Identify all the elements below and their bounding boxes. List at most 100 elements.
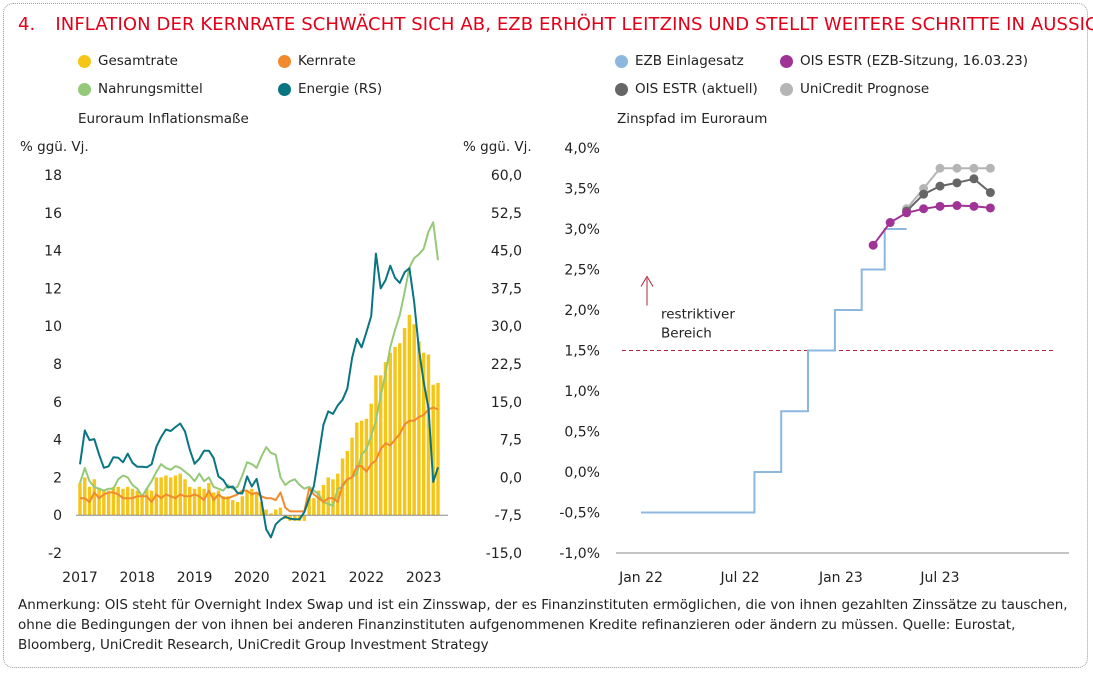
right-chart-x-tick-label: Jan 22 (618, 570, 663, 586)
legend-marker-icon (780, 54, 793, 68)
bar-gesamtrate (173, 475, 178, 516)
left-y-tick-label: 8 (53, 357, 62, 373)
line-energie (79, 252, 439, 539)
point-ois-ezb-sitzung (919, 204, 929, 214)
right-chart-y-tick-label: -0,5% (559, 506, 600, 522)
left-y-tick-label: 0 (53, 508, 62, 524)
point-ois-ezb-sitzung (969, 201, 979, 211)
bar-gesamtrate (126, 486, 130, 516)
bar-gesamtrate (407, 314, 412, 516)
bar-gesamtrate (393, 346, 397, 516)
bar-gesamtrate (106, 490, 111, 516)
threshold-label-line1: restriktiver (661, 307, 735, 323)
left-y-tick-label: -2 (48, 546, 62, 562)
bar-gesamtrate (250, 488, 254, 516)
arrow-head-icon (640, 275, 654, 287)
bar-gesamtrate (135, 490, 139, 516)
left-y-tick-label: 6 (53, 395, 62, 411)
left-x-tick-label: 2023 (406, 570, 442, 586)
right-y-tick-label: 0,0 (500, 470, 522, 486)
left-axis-title: % ggü. Vj. (20, 139, 89, 155)
left-x-tick-label: 2022 (349, 570, 385, 586)
point-ois-aktuell (919, 189, 929, 199)
bar-gesamtrate (235, 501, 240, 516)
bar-gesamtrate (231, 500, 235, 516)
line-kernrate (80, 406, 439, 513)
left-x-tick-label: 2020 (234, 570, 270, 586)
right-chart-y-tick-label: 1,5% (564, 344, 600, 360)
right-chart-y-tick-label: 2,5% (564, 263, 600, 279)
point-unicredit (985, 163, 995, 173)
bar-gesamtrate (240, 496, 245, 516)
bar-gesamtrate (202, 488, 206, 516)
bar-gesamtrate (355, 422, 359, 516)
left-y-tick-label: 4 (53, 433, 62, 449)
bar-gesamtrate (121, 488, 125, 516)
right-chart-y-tick-label: 0,5% (564, 425, 600, 441)
legend-ois-ezb-sitzung: OIS ESTR (EZB-Sitzung, 16.03.23) (780, 53, 1028, 69)
legend-nahrungsmittel: Nahrungsmittel (78, 81, 203, 97)
bar-gesamtrate (307, 498, 311, 516)
bar-gesamtrate (273, 509, 278, 516)
bar-gesamtrate (259, 501, 264, 516)
bar-gesamtrate (321, 484, 326, 516)
left-chart-subtitle: Euroraum Inflationsmaße (78, 111, 249, 127)
bar-gesamtrate (336, 473, 340, 516)
point-ois-ezb-sitzung (952, 201, 962, 211)
right-chart-y-tick-label: -1,0% (559, 546, 600, 562)
bar-gesamtrate (364, 418, 369, 516)
right-y-tick-label: 52,5 (491, 206, 522, 222)
legend-ezb-einlagesatz: EZB Einlagesatz (615, 53, 744, 69)
bar-gesamtrate (302, 515, 307, 521)
bar-gesamtrate (374, 375, 378, 516)
bar-gesamtrate (312, 498, 316, 516)
legend-marker-icon (78, 82, 91, 96)
legend-marker-icon (615, 82, 628, 96)
bar-gesamtrate (140, 494, 144, 516)
bar-gesamtrate (116, 486, 120, 516)
bar-gesamtrate (211, 492, 216, 516)
right-chart-y-tick-label: 3,0% (564, 222, 600, 238)
right-axis-title: % ggü. Vj. (463, 139, 532, 155)
bar-gesamtrate (316, 490, 321, 516)
legend-marker-icon (278, 54, 291, 68)
right-y-tick-label: 15,0 (491, 395, 522, 411)
bar-gesamtrate (421, 352, 426, 516)
right-y-tick-label: 60,0 (491, 168, 522, 184)
right-chart-x-tick-label: Jul 23 (919, 570, 959, 586)
legend-gesamtrate: Gesamtrate (78, 53, 178, 69)
bar-gesamtrate (417, 341, 421, 516)
bar-gesamtrate (264, 509, 268, 516)
point-ois-aktuell (969, 174, 979, 184)
right-y-tick-label: 30,0 (491, 319, 522, 335)
point-ois-ezb-sitzung (885, 218, 895, 228)
right-y-tick-label: -15,0 (486, 546, 522, 562)
left-x-tick-label: 2021 (291, 570, 327, 586)
right-y-tick-label: 7,5 (500, 433, 522, 449)
right-y-tick-label: 37,5 (491, 281, 522, 297)
point-ois-ezb-sitzung (985, 203, 995, 213)
bar-gesamtrate (436, 382, 440, 516)
bar-gesamtrate (130, 488, 135, 516)
bar-gesamtrate (92, 479, 97, 516)
left-y-tick-label: 16 (44, 206, 62, 222)
bar-gesamtrate (345, 450, 350, 516)
left-y-tick-label: 18 (44, 168, 62, 184)
legend-ois-aktuell: OIS ESTR (aktuell) (615, 81, 758, 97)
bar-gesamtrate (245, 490, 249, 516)
bar-gesamtrate (369, 403, 373, 516)
bar-gesamtrate (293, 515, 297, 521)
chart-title: 4. INFLATION DER KERNRATE SCHWÄCHT SICH A… (18, 14, 1093, 35)
bar-gesamtrate (278, 507, 283, 516)
right-chart-y-tick-label: 0,0% (564, 465, 600, 481)
bar-gesamtrate (197, 486, 202, 516)
bar-gesamtrate (388, 352, 392, 516)
legend-marker-icon (780, 82, 793, 96)
point-ois-aktuell (935, 181, 945, 191)
bar-gesamtrate (426, 354, 431, 516)
legend-marker-icon (278, 82, 291, 96)
bar-gesamtrate (402, 328, 407, 516)
left-y-tick-label: 2 (53, 470, 62, 486)
right-y-tick-label: -7,5 (495, 508, 522, 524)
right-chart-x-tick-label: Jul 22 (720, 570, 760, 586)
